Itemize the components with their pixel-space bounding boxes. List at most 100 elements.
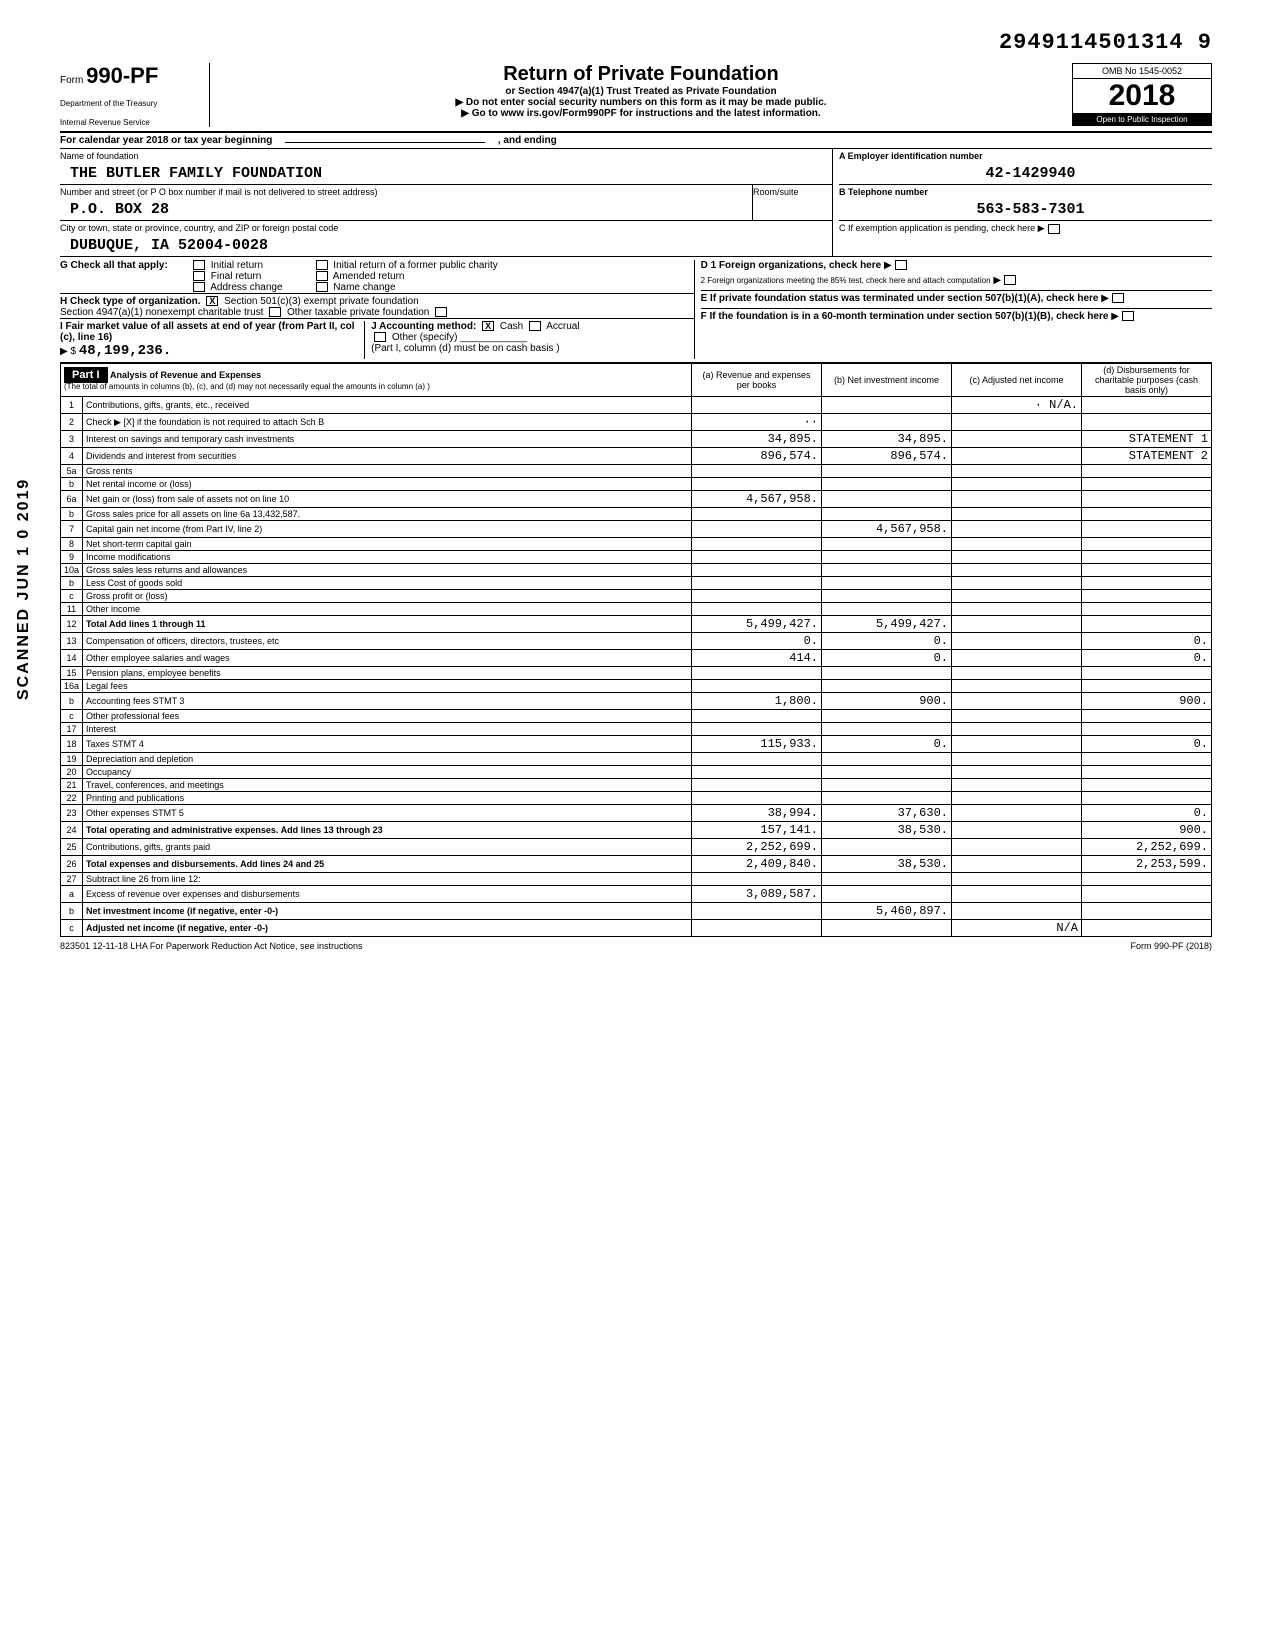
form-number: 990-PF — [86, 63, 158, 88]
table-row: 1Contributions, gifts, grants, etc., rec… — [61, 397, 1212, 414]
row-col-a — [692, 551, 822, 564]
row-num: 20 — [61, 766, 83, 779]
address-change-label: Address change — [210, 282, 282, 293]
row-num: 11 — [61, 603, 83, 616]
cal-year-end-label: , and ending — [498, 135, 557, 146]
row-col-a: 0. — [692, 633, 822, 650]
row-desc: Other income — [83, 603, 692, 616]
initial-return-check[interactable] — [193, 260, 205, 270]
row-desc: Compensation of officers, directors, tru… — [83, 633, 692, 650]
name-change-label: Name change — [333, 282, 395, 293]
row-col-a: 896,574. — [692, 448, 822, 465]
row-col-b — [822, 680, 952, 693]
row-col-b — [822, 551, 952, 564]
row-col-b — [822, 491, 952, 508]
row-col-b — [822, 577, 952, 590]
row-num: 14 — [61, 650, 83, 667]
omb-box: OMB No 1545-0052 2018 Open to Public Ins… — [1072, 63, 1212, 126]
row-col-d — [1082, 680, 1212, 693]
table-row: 14Other employee salaries and wages414.0… — [61, 650, 1212, 667]
row-col-a — [692, 710, 822, 723]
row-desc: Contributions, gifts, grants, etc., rece… — [83, 397, 692, 414]
form-instr-1: ▶ Do not enter social security numbers o… — [220, 97, 1062, 108]
row-num: 15 — [61, 667, 83, 680]
row-num: b — [61, 903, 83, 920]
row-col-d — [1082, 792, 1212, 805]
row-col-a: 38,994. — [692, 805, 822, 822]
other-foundation-check[interactable] — [435, 307, 447, 317]
row-col-a — [692, 508, 822, 521]
table-row: 9Income modifications — [61, 551, 1212, 564]
row-num: 25 — [61, 839, 83, 856]
row-num: 23 — [61, 805, 83, 822]
public-inspection: Open to Public Inspection — [1073, 113, 1211, 125]
row-num: 12 — [61, 616, 83, 633]
amended-label: Amended return — [333, 271, 405, 282]
row-col-b — [822, 478, 952, 491]
row-col-a — [692, 521, 822, 538]
row-col-a — [692, 577, 822, 590]
d1-label: D 1 Foreign organizations, check here — [701, 260, 882, 271]
city-label: City or town, state or province, country… — [60, 221, 832, 235]
other-foundation-label: Other taxable private foundation — [287, 307, 429, 318]
j-label: J Accounting method: — [371, 321, 476, 332]
document-number: 2949114501314 9 — [60, 30, 1212, 55]
row-col-d — [1082, 397, 1212, 414]
d2-check[interactable] — [1004, 275, 1016, 285]
i-value: 48,199,236. — [79, 343, 171, 359]
row-num: 17 — [61, 723, 83, 736]
f-check[interactable] — [1122, 311, 1134, 321]
c-exemption-label: C If exemption application is pending, c… — [839, 223, 1035, 233]
row-num: 10a — [61, 564, 83, 577]
other-method-check[interactable] — [374, 332, 386, 342]
row-num: 21 — [61, 779, 83, 792]
row-desc: Check ▶ [X] if the foundation is not req… — [83, 414, 692, 431]
row-num: 27 — [61, 873, 83, 886]
amended-check[interactable] — [316, 271, 328, 281]
table-row: 16aLegal fees — [61, 680, 1212, 693]
row-num: a — [61, 886, 83, 903]
4947-label: Section 4947(a)(1) nonexempt charitable … — [60, 307, 263, 318]
phone-label: B Telephone number — [839, 185, 1212, 199]
row-desc: Adjusted net income (if negative, enter … — [83, 920, 692, 937]
row-desc: Total operating and administrative expen… — [83, 822, 692, 839]
row-col-b — [822, 766, 952, 779]
row-col-b: 0. — [822, 633, 952, 650]
row-num: b — [61, 577, 83, 590]
accrual-check[interactable] — [529, 321, 541, 331]
row-col-d — [1082, 564, 1212, 577]
row-col-c — [952, 873, 1082, 886]
row-col-b: 4,567,958. — [822, 521, 952, 538]
d1-check[interactable] — [895, 260, 907, 270]
row-col-b: 896,574. — [822, 448, 952, 465]
row-num: 7 — [61, 521, 83, 538]
row-col-d — [1082, 590, 1212, 603]
row-col-a — [692, 680, 822, 693]
table-row: bLess Cost of goods sold — [61, 577, 1212, 590]
table-row: 15Pension plans, employee benefits — [61, 667, 1212, 680]
row-desc: Gross sales price for all assets on line… — [83, 508, 692, 521]
table-row: 22Printing and publications — [61, 792, 1212, 805]
former-public-check[interactable] — [316, 260, 328, 270]
page-footer: 823501 12-11-18 LHA For Paperwork Reduct… — [60, 941, 1212, 951]
row-col-d — [1082, 603, 1212, 616]
row-col-c — [952, 650, 1082, 667]
row-num: b — [61, 478, 83, 491]
col-b-header: (b) Net investment income — [822, 364, 952, 397]
c-checkbox[interactable] — [1048, 224, 1060, 234]
row-col-d — [1082, 667, 1212, 680]
other-method-label: Other (specify) — [392, 332, 458, 343]
row-num: 24 — [61, 822, 83, 839]
e-check[interactable] — [1112, 293, 1124, 303]
4947-check[interactable] — [269, 307, 281, 317]
row-col-d: 2,253,599. — [1082, 856, 1212, 873]
row-desc: Total Add lines 1 through 11 — [83, 616, 692, 633]
name-change-check[interactable] — [316, 282, 328, 292]
foundation-name-label: Name of foundation — [60, 149, 832, 163]
final-return-check[interactable] — [193, 271, 205, 281]
row-col-c — [952, 680, 1082, 693]
cash-check[interactable] — [482, 321, 494, 331]
table-row: 2Check ▶ [X] if the foundation is not re… — [61, 414, 1212, 431]
501c3-check[interactable] — [206, 296, 218, 306]
address-change-check[interactable] — [193, 282, 205, 292]
